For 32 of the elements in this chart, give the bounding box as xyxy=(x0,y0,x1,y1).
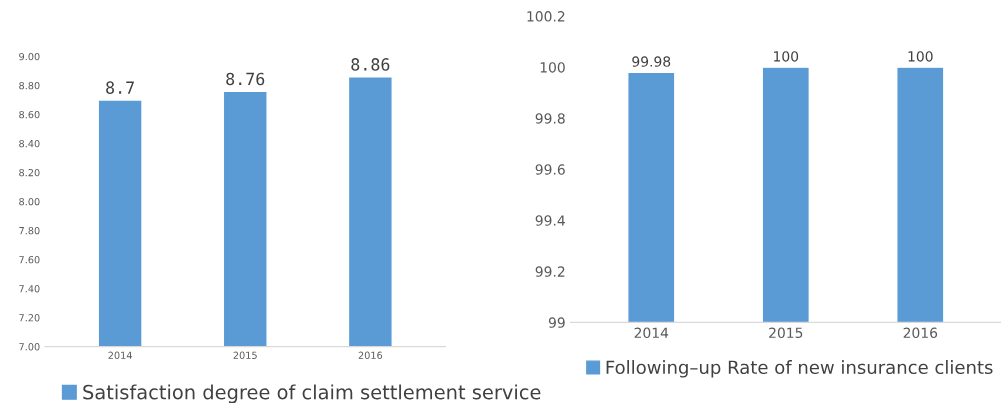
data-label: 8.7 xyxy=(106,81,134,94)
y-tick-label: 100.2 xyxy=(527,11,565,22)
x-tick-label: 2015 xyxy=(233,351,257,359)
x-tick-label: 2014 xyxy=(108,351,132,359)
y-tick-label: 8.40 xyxy=(19,139,40,148)
y-tick-label: 99.6 xyxy=(535,164,565,175)
y-tick-label: 99.4 xyxy=(535,215,565,226)
data-label: 100 xyxy=(774,51,799,62)
y-tick-label: 7.80 xyxy=(19,226,40,235)
legend-label: Following–up Rate of new insurance clients xyxy=(606,360,993,378)
x-tick-label: 2014 xyxy=(634,327,669,339)
y-tick-label: 8.80 xyxy=(19,81,40,90)
y-tick-label: 100 xyxy=(540,62,565,73)
legend-label: Satisfaction degree of claim settlement service xyxy=(83,384,541,403)
data-label: 8.86 xyxy=(351,58,390,71)
y-tick-label: 8.60 xyxy=(19,110,40,119)
y-tick-label: 99.8 xyxy=(535,113,565,124)
x-tick-label: 2015 xyxy=(769,327,803,339)
data-label: 99.98 xyxy=(632,56,671,67)
y-tick-label: 9.00 xyxy=(19,52,40,61)
y-tick-label: 7.20 xyxy=(19,314,40,322)
x-tick-label: 2016 xyxy=(903,327,938,339)
y-tick-label: 99 xyxy=(548,317,565,328)
y-tick-label: 8.20 xyxy=(19,168,40,177)
y-tick-label: 7.40 xyxy=(19,285,40,293)
y-tick-label: 99.2 xyxy=(535,266,565,277)
x-tick-label: 2016 xyxy=(358,351,383,359)
data-label: 100 xyxy=(908,51,933,62)
y-tick-label: 7.00 xyxy=(19,343,40,351)
data-label: 8.76 xyxy=(226,72,265,86)
y-tick-label: 7.60 xyxy=(19,256,40,264)
y-tick-label: 8.00 xyxy=(19,197,40,206)
